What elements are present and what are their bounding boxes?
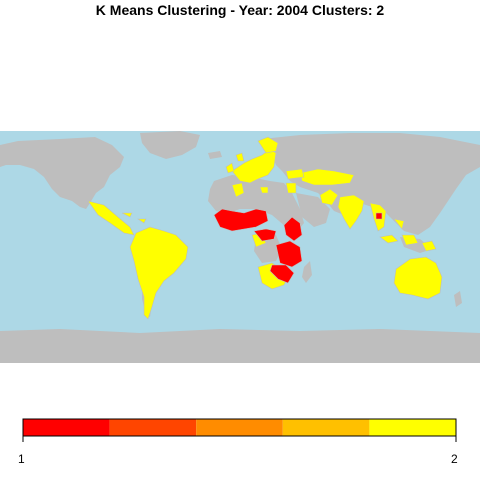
legend-swatch: [282, 419, 370, 436]
no-data-land: [0, 131, 480, 363]
map-title: K Means Clustering - Year: 2004 Clusters…: [95, 2, 385, 18]
legend-swatch: [369, 419, 456, 436]
legend-swatch: [109, 419, 197, 436]
legend-border: [22, 418, 457, 437]
legend-min-label: 1: [18, 452, 25, 466]
cluster-2-countries: [87, 136, 443, 320]
world-map: [0, 131, 480, 363]
legend-swatch: [196, 419, 283, 436]
legend-swatch: [23, 419, 110, 436]
legend-swatches: [23, 419, 456, 436]
legend-max-label: 2: [451, 452, 458, 466]
color-legend: [22, 418, 457, 442]
cluster-1-countries: [213, 208, 383, 284]
